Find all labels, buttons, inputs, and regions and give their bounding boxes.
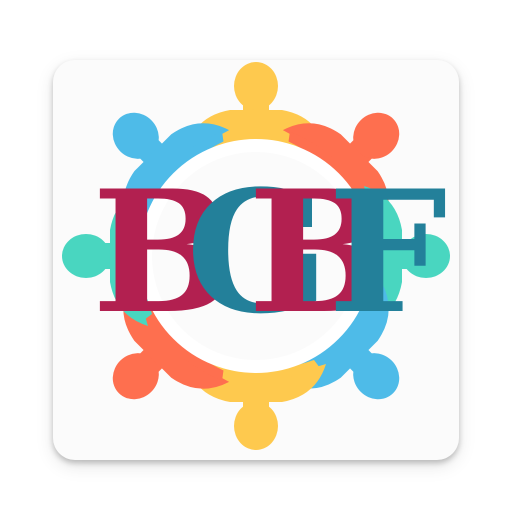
inner-disc — [152, 152, 360, 360]
inner-ring — [139, 139, 373, 373]
person-figure-left — [62, 186, 152, 326]
